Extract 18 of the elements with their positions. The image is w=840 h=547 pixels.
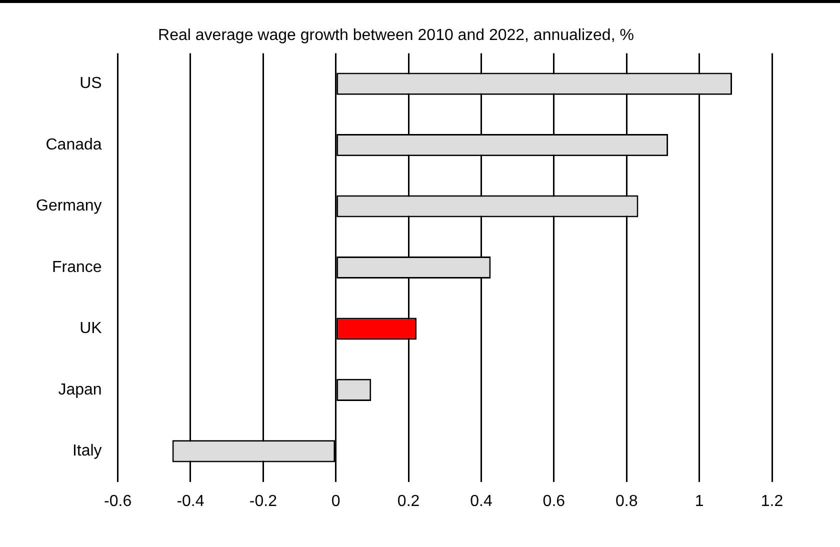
x-tick-label: -0.6 bbox=[104, 492, 132, 510]
x-tick-label: 0.4 bbox=[470, 492, 492, 510]
y-tick-label: UK bbox=[80, 320, 102, 338]
x-tick-label: 0.2 bbox=[397, 492, 420, 510]
y-tick-label: Germany bbox=[36, 198, 102, 215]
x-tick-label: -0.2 bbox=[249, 492, 278, 510]
chart-title: Real average wage growth between 2010 and 2022, annualized, % bbox=[158, 27, 634, 44]
y-tick-label: Italy bbox=[72, 442, 102, 460]
y-tick-label: US bbox=[80, 75, 102, 92]
x-tick-label: 1 bbox=[694, 492, 704, 510]
y-tick-label: Japan bbox=[58, 381, 102, 398]
x-tick-label: 0.6 bbox=[542, 492, 566, 510]
x-tick-label: 1.2 bbox=[760, 492, 784, 510]
y-tick-label: France bbox=[52, 258, 102, 276]
y-tick-label: Canada bbox=[46, 136, 102, 154]
x-tick-label: 0.8 bbox=[615, 492, 638, 510]
x-tick-label: -0.4 bbox=[176, 492, 204, 510]
x-tick-label: 0 bbox=[331, 492, 340, 510]
